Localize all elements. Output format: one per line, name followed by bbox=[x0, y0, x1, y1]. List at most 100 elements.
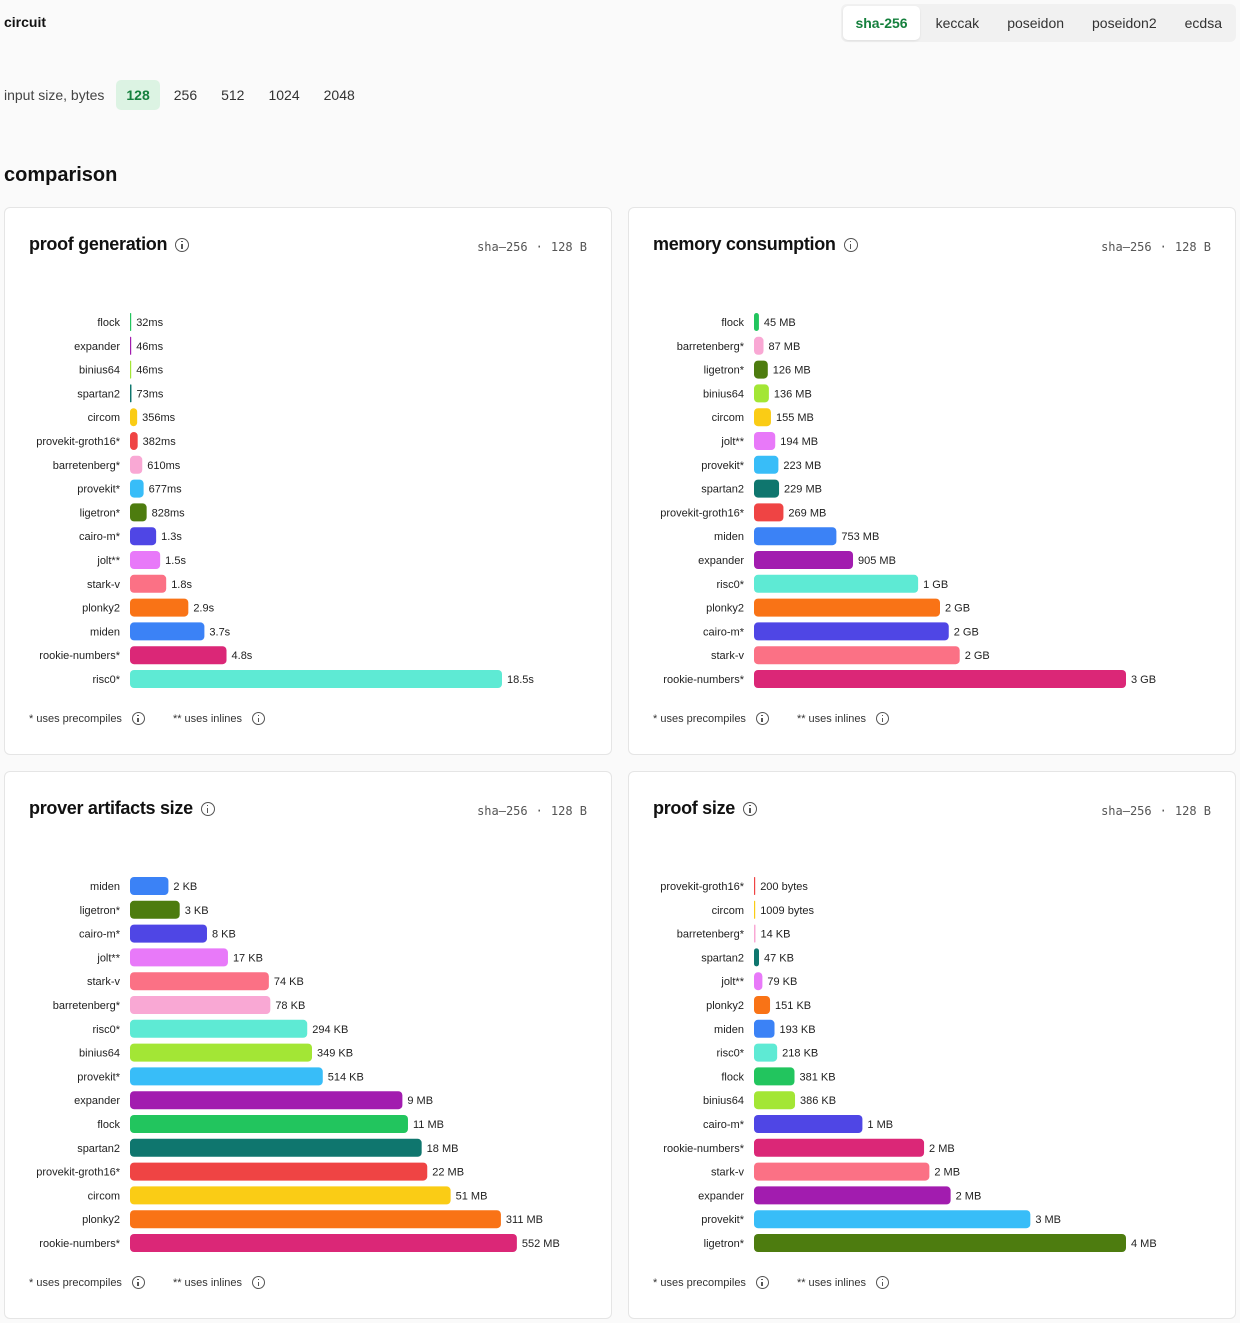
info-icon[interactable] bbox=[131, 1276, 145, 1289]
bar-ligetron[interactable] bbox=[130, 503, 147, 522]
info-icon[interactable] bbox=[755, 712, 769, 725]
bar-circom[interactable] bbox=[130, 1186, 451, 1205]
bar-jolt[interactable] bbox=[754, 972, 763, 991]
bar-miden[interactable] bbox=[130, 877, 169, 895]
info-icon[interactable] bbox=[743, 801, 758, 816]
bar-binius64[interactable] bbox=[754, 1091, 796, 1110]
input-size-tab-2048[interactable]: 2048 bbox=[323, 87, 355, 103]
bar-cairo-m[interactable] bbox=[130, 924, 207, 943]
bar-cairo-m[interactable] bbox=[754, 1115, 863, 1133]
info-icon[interactable] bbox=[252, 712, 266, 725]
bar-rookie-numbers[interactable] bbox=[130, 646, 227, 665]
bar-binius64[interactable] bbox=[130, 360, 132, 379]
bar-provekit[interactable] bbox=[130, 479, 144, 498]
bar-circom[interactable] bbox=[130, 408, 138, 427]
bar-stark-v[interactable] bbox=[130, 972, 269, 991]
bar-provekit[interactable] bbox=[754, 1210, 1031, 1229]
bar-ligetron[interactable] bbox=[130, 900, 180, 919]
category-label: cairo-m* bbox=[79, 531, 121, 543]
circuit-tab-ecdsa[interactable]: ecdsa bbox=[1184, 15, 1222, 31]
bar-barretenberg[interactable] bbox=[754, 336, 764, 355]
bar-miden[interactable] bbox=[130, 622, 205, 641]
category-label: binius64 bbox=[79, 365, 120, 377]
bar-barretenberg[interactable] bbox=[130, 996, 271, 1014]
bar-circom[interactable] bbox=[754, 900, 756, 919]
bar-miden[interactable] bbox=[754, 527, 837, 546]
bar-flock[interactable] bbox=[754, 313, 759, 331]
bar-rookie-numbers[interactable] bbox=[754, 1138, 925, 1157]
bar-miden[interactable] bbox=[754, 1019, 775, 1038]
bar-plonky2[interactable] bbox=[130, 1210, 501, 1229]
bar-provekit-groth16[interactable] bbox=[754, 503, 784, 522]
bar-provekit[interactable] bbox=[130, 1067, 323, 1086]
info-icon[interactable] bbox=[843, 237, 858, 252]
bar-plonky2[interactable] bbox=[130, 598, 189, 617]
bar-flock[interactable] bbox=[130, 313, 132, 331]
value-label: 229 MB bbox=[784, 484, 822, 496]
value-label: 218 KB bbox=[782, 1048, 818, 1060]
bar-barretenberg[interactable] bbox=[130, 455, 143, 474]
bar-expander[interactable] bbox=[754, 551, 854, 569]
value-label: 22 MB bbox=[432, 1167, 464, 1179]
bar-expander[interactable] bbox=[130, 1091, 403, 1110]
circuit-tab-poseidon[interactable]: poseidon bbox=[1007, 15, 1065, 31]
bar-circom[interactable] bbox=[754, 408, 771, 427]
bar-risc0[interactable] bbox=[130, 1019, 308, 1038]
bar-cairo-m[interactable] bbox=[754, 622, 949, 641]
info-icon[interactable] bbox=[755, 1276, 769, 1289]
input-size-tab-1024[interactable]: 1024 bbox=[268, 87, 300, 103]
bar-spartan2[interactable] bbox=[754, 479, 780, 498]
bar-ligetron[interactable] bbox=[754, 360, 768, 379]
bar-jolt[interactable] bbox=[130, 551, 161, 569]
bar-expander[interactable] bbox=[130, 336, 132, 355]
bar-spartan2[interactable] bbox=[130, 384, 132, 403]
category-label: risc0* bbox=[92, 674, 120, 686]
circuit-tab-poseidon2[interactable]: poseidon2 bbox=[1092, 15, 1157, 31]
bar-binius64[interactable] bbox=[130, 1043, 312, 1062]
circuit-tab-sha-256[interactable]: sha-256 bbox=[843, 6, 920, 40]
category-label: flock bbox=[721, 1071, 744, 1083]
bar-provekit-groth16[interactable] bbox=[130, 1162, 428, 1181]
bar-flock[interactable] bbox=[754, 1067, 795, 1086]
value-label: 828ms bbox=[152, 507, 186, 519]
bar-jolt[interactable] bbox=[130, 948, 228, 967]
bar-ligetron[interactable] bbox=[754, 1234, 1126, 1252]
info-icon[interactable] bbox=[876, 712, 890, 725]
bar-expander[interactable] bbox=[754, 1186, 951, 1205]
bar-risc0[interactable] bbox=[754, 574, 919, 593]
bar-plonky2[interactable] bbox=[754, 598, 940, 617]
input-size-tab-256[interactable]: 256 bbox=[173, 87, 198, 103]
bar-provekit-groth16[interactable] bbox=[754, 877, 756, 895]
bar-cairo-m[interactable] bbox=[130, 527, 157, 546]
bar-jolt[interactable] bbox=[754, 432, 776, 450]
bar-spartan2[interactable] bbox=[130, 1138, 422, 1157]
bar-provekit-groth16[interactable] bbox=[130, 432, 138, 450]
bar-risc0[interactable] bbox=[754, 1043, 778, 1062]
bar-spartan2[interactable] bbox=[754, 948, 759, 967]
info-icon[interactable] bbox=[131, 712, 145, 725]
bar-risc0[interactable] bbox=[130, 670, 502, 688]
bar-provekit[interactable] bbox=[754, 455, 779, 474]
section-title: comparison bbox=[4, 164, 118, 186]
bar-flock[interactable] bbox=[130, 1115, 408, 1133]
category-label: expander bbox=[698, 555, 744, 567]
bar-stark-v[interactable] bbox=[754, 1162, 930, 1181]
value-label: 4.8s bbox=[232, 650, 253, 662]
bar-rookie-numbers[interactable] bbox=[130, 1234, 517, 1252]
bar-binius64[interactable] bbox=[754, 384, 769, 403]
input-size-tab-512[interactable]: 512 bbox=[221, 87, 245, 103]
bar-stark-v[interactable] bbox=[754, 646, 960, 665]
input-size-tab-128[interactable]: 128 bbox=[116, 80, 160, 110]
chart-card-memory-consumption: memory consumption sha–256 · 128 B flock 45 M… bbox=[628, 207, 1236, 755]
value-label: 2 MB bbox=[934, 1167, 960, 1179]
category-label: jolt** bbox=[720, 436, 744, 448]
info-icon[interactable] bbox=[200, 801, 215, 816]
bar-rookie-numbers[interactable] bbox=[754, 670, 1126, 688]
bar-barretenberg[interactable] bbox=[754, 924, 756, 943]
info-icon[interactable] bbox=[876, 1276, 890, 1289]
info-icon[interactable] bbox=[252, 1276, 266, 1289]
bar-plonky2[interactable] bbox=[754, 996, 771, 1014]
bar-stark-v[interactable] bbox=[130, 574, 167, 593]
info-icon[interactable] bbox=[175, 237, 190, 252]
circuit-tab-keccak[interactable]: keccak bbox=[935, 15, 980, 31]
